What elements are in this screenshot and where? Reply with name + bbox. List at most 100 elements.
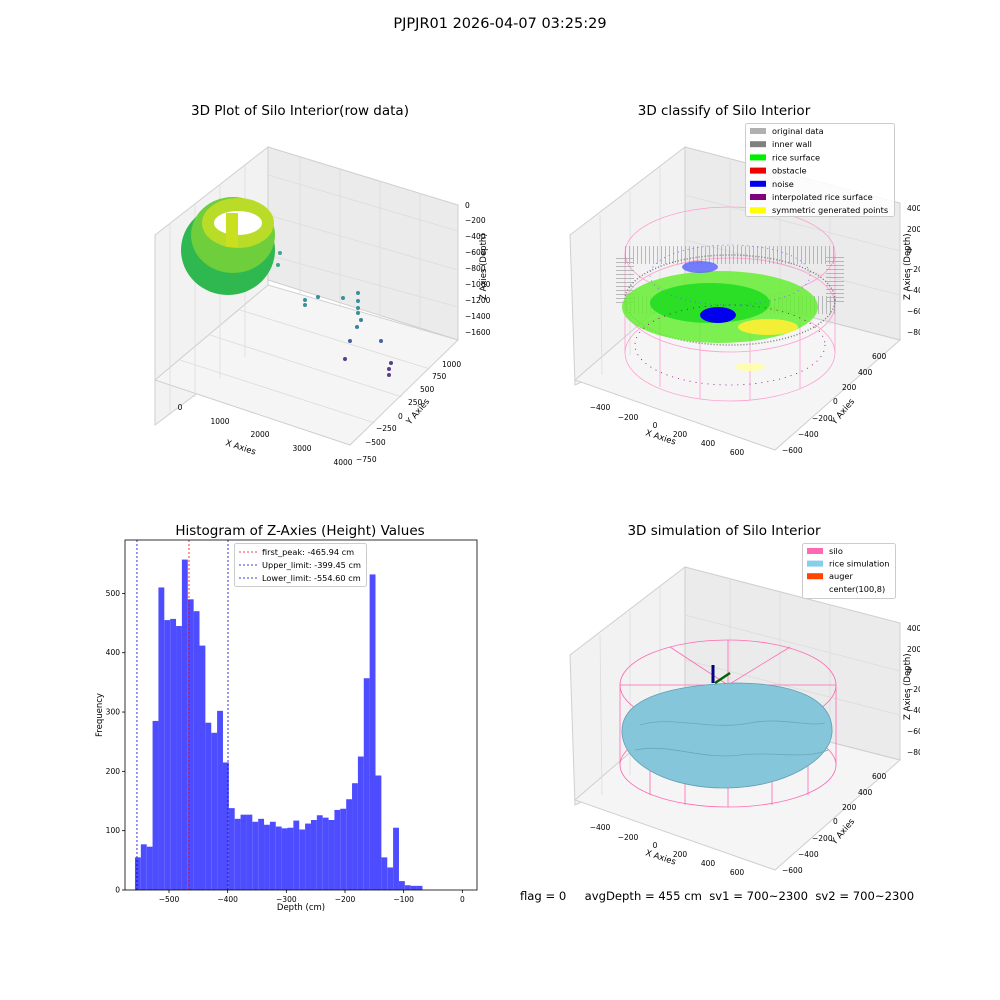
svg-text:400: 400 bbox=[907, 624, 920, 633]
svg-text:0: 0 bbox=[653, 841, 658, 850]
histogram-bar bbox=[305, 823, 311, 890]
svg-text:400: 400 bbox=[701, 439, 716, 448]
legend-label: first_peak: -465.94 cm bbox=[262, 547, 354, 557]
panel2-legend: original data inner wall rice surface obsta… bbox=[745, 123, 895, 217]
legend-label: silo bbox=[829, 546, 843, 556]
svg-text:2000: 2000 bbox=[250, 430, 269, 439]
legend-swatch bbox=[807, 573, 823, 580]
histogram-bar bbox=[281, 828, 288, 890]
panel3-title: Histogram of Z-Axies (Height) Values bbox=[175, 523, 425, 539]
x-tick-label: 0 bbox=[460, 895, 465, 904]
panel4-x-ticks: −400 −200 0 200 400 600 bbox=[590, 823, 745, 877]
svg-text:−1600: −1600 bbox=[465, 328, 491, 337]
y-tick-label: 0 bbox=[115, 886, 120, 895]
y-tick-label: 500 bbox=[106, 589, 121, 598]
legend-label: original data bbox=[772, 126, 824, 136]
svg-text:−1000: −1000 bbox=[465, 280, 491, 289]
svg-text:200: 200 bbox=[842, 383, 857, 392]
histogram-bar bbox=[346, 799, 353, 890]
legend-swatch bbox=[807, 560, 823, 567]
histogram-bar bbox=[369, 574, 376, 890]
panel2-z-ticks: −800 −600 −400 −200 0 200 400 bbox=[907, 204, 920, 337]
svg-text:0: 0 bbox=[398, 412, 403, 421]
svg-text:−600: −600 bbox=[907, 727, 920, 736]
legend-label: obstacle bbox=[772, 166, 807, 176]
histogram-bar bbox=[387, 867, 394, 890]
histogram-bar bbox=[310, 820, 317, 890]
svg-text:200: 200 bbox=[842, 803, 857, 812]
legend-swatch bbox=[750, 180, 766, 187]
histogram-bar bbox=[357, 756, 364, 890]
flag-text: flag = 0 bbox=[520, 889, 567, 903]
x-tick-label: −300 bbox=[276, 895, 297, 904]
panel3-xlabel: Depth (cm) bbox=[277, 903, 325, 913]
panel4-z-ticks: −800 −600 −400 −200 0 200 400 bbox=[907, 624, 920, 757]
histogram-bar bbox=[134, 857, 141, 890]
histogram-bar bbox=[275, 826, 282, 890]
status-footer: flag = 0 avgDepth = 455 cm sv1 = 700~230… bbox=[520, 889, 914, 903]
svg-text:400: 400 bbox=[858, 788, 873, 797]
histogram-bar bbox=[264, 824, 270, 890]
svg-text:750: 750 bbox=[432, 372, 447, 381]
svg-text:−200: −200 bbox=[618, 833, 639, 842]
legend-swatch bbox=[750, 141, 766, 148]
panel4-auger bbox=[711, 665, 731, 685]
svg-text:4000: 4000 bbox=[333, 458, 352, 467]
histogram-bar bbox=[246, 814, 253, 890]
panel4-zlabel: Z Axies (Depth) bbox=[903, 653, 913, 720]
svg-text:600: 600 bbox=[730, 868, 745, 877]
svg-text:−1400: −1400 bbox=[465, 312, 491, 321]
svg-text:200: 200 bbox=[907, 225, 920, 234]
svg-text:1000: 1000 bbox=[210, 417, 229, 426]
y-tick-label: 400 bbox=[106, 648, 121, 657]
sv2-text: sv2 = 700~2300 bbox=[815, 889, 915, 903]
panel1-zlabel: Z Axies (Depth) bbox=[479, 233, 489, 300]
histogram-bar bbox=[164, 620, 171, 890]
histogram-bar bbox=[252, 821, 259, 890]
histogram-bar bbox=[404, 885, 411, 890]
legend-label: rice simulation bbox=[829, 559, 889, 569]
panel3-ylabel: Frequency bbox=[95, 693, 105, 737]
histogram-bar bbox=[322, 817, 329, 890]
histogram-bar bbox=[205, 722, 212, 890]
svg-text:400: 400 bbox=[701, 859, 716, 868]
svg-text:200: 200 bbox=[673, 430, 688, 439]
x-tick-label: −200 bbox=[335, 895, 356, 904]
svg-text:−800: −800 bbox=[907, 748, 920, 757]
histogram-bar bbox=[140, 844, 147, 890]
legend-swatch bbox=[807, 585, 823, 592]
panel1-title: 3D Plot of Silo Interior(row data) bbox=[191, 103, 409, 119]
svg-text:200: 200 bbox=[673, 850, 688, 859]
svg-text:−200: −200 bbox=[907, 685, 920, 694]
legend-label: Lower_limit: -554.60 cm bbox=[262, 573, 361, 583]
histogram-bar bbox=[187, 599, 194, 890]
histogram-bar bbox=[193, 611, 200, 890]
svg-text:250: 250 bbox=[408, 398, 423, 407]
histogram-bar bbox=[340, 808, 347, 890]
legend-label: symmetric generated points bbox=[772, 205, 888, 215]
svg-text:−600: −600 bbox=[782, 446, 803, 455]
histogram-bar bbox=[328, 820, 335, 890]
histogram-bar bbox=[258, 818, 265, 890]
panel4-title: 3D simulation of Silo Interior bbox=[627, 523, 821, 539]
panel2-title: 3D classify of Silo Interior bbox=[637, 103, 811, 119]
histogram-bar bbox=[299, 829, 306, 890]
histogram-bar bbox=[416, 885, 423, 890]
histogram-bar bbox=[217, 710, 223, 890]
panel1-3d-plot: 0 1000 2000 3000 4000 X Axies −750 −500 −… bbox=[153, 145, 491, 467]
avg-depth-text: avgDepth = 455 cm bbox=[584, 889, 702, 903]
panel2-rice-surface bbox=[622, 244, 826, 386]
panel4-rice-simulation bbox=[621, 682, 833, 789]
histogram-bar bbox=[293, 820, 300, 890]
svg-text:−200: −200 bbox=[618, 413, 639, 422]
svg-text:−600: −600 bbox=[907, 307, 920, 316]
histogram-bar bbox=[240, 814, 247, 890]
legend-swatch bbox=[750, 207, 766, 214]
histogram-bar bbox=[398, 881, 405, 890]
svg-text:−400: −400 bbox=[590, 403, 611, 412]
histogram-bar bbox=[176, 626, 182, 890]
svg-text:−750: −750 bbox=[356, 455, 377, 464]
